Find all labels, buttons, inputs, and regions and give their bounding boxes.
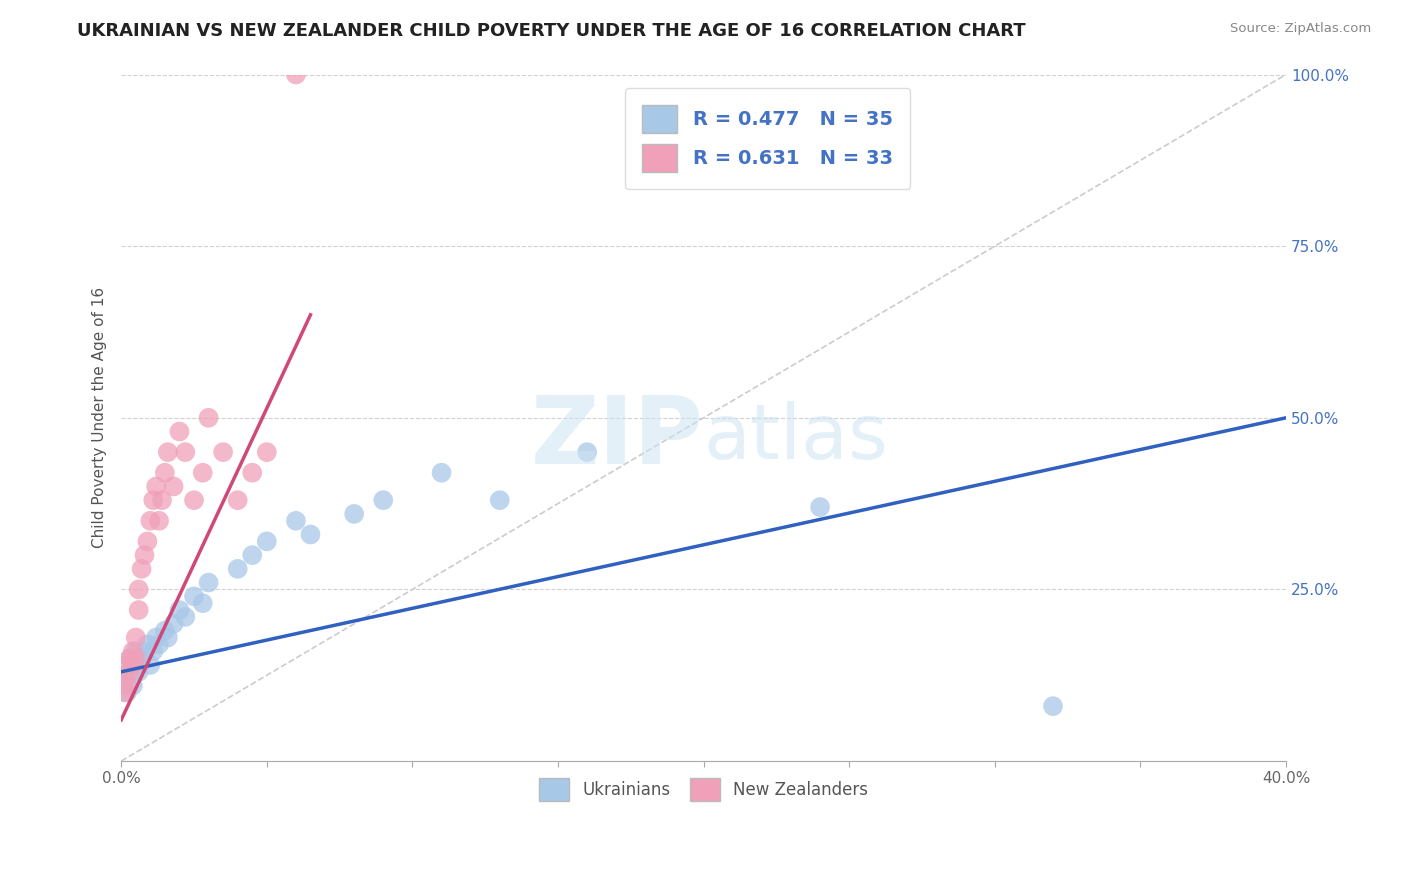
Point bbox=[343, 507, 366, 521]
Point bbox=[197, 575, 219, 590]
Point bbox=[115, 685, 138, 699]
Point bbox=[121, 679, 143, 693]
Point bbox=[169, 425, 191, 439]
Point bbox=[153, 624, 176, 638]
Point bbox=[118, 665, 141, 679]
Point bbox=[131, 651, 153, 665]
Point bbox=[118, 651, 141, 665]
Point bbox=[156, 445, 179, 459]
Point bbox=[162, 616, 184, 631]
Text: Source: ZipAtlas.com: Source: ZipAtlas.com bbox=[1230, 22, 1371, 36]
Point bbox=[256, 534, 278, 549]
Point bbox=[139, 514, 162, 528]
Point bbox=[1042, 699, 1064, 714]
Point bbox=[134, 548, 156, 562]
Point bbox=[191, 466, 214, 480]
Y-axis label: Child Poverty Under the Age of 16: Child Poverty Under the Age of 16 bbox=[93, 287, 107, 549]
Text: ZIP: ZIP bbox=[530, 392, 703, 484]
Point bbox=[136, 534, 159, 549]
Point bbox=[162, 479, 184, 493]
Point bbox=[134, 644, 156, 658]
Text: atlas: atlas bbox=[703, 401, 889, 475]
Point bbox=[128, 603, 150, 617]
Point bbox=[430, 466, 453, 480]
Point bbox=[808, 500, 831, 514]
Point bbox=[212, 445, 235, 459]
Point bbox=[150, 493, 173, 508]
Legend: Ukrainians, New Zealanders: Ukrainians, New Zealanders bbox=[526, 764, 882, 814]
Point bbox=[128, 665, 150, 679]
Point bbox=[226, 562, 249, 576]
Point bbox=[125, 631, 148, 645]
Point bbox=[118, 665, 141, 679]
Point bbox=[197, 410, 219, 425]
Point bbox=[153, 466, 176, 480]
Point bbox=[174, 445, 197, 459]
Point bbox=[139, 657, 162, 672]
Point bbox=[240, 466, 263, 480]
Point bbox=[299, 527, 322, 541]
Point bbox=[125, 651, 148, 665]
Point bbox=[183, 493, 205, 508]
Point bbox=[142, 644, 165, 658]
Point bbox=[284, 514, 307, 528]
Point bbox=[576, 445, 599, 459]
Point bbox=[125, 644, 148, 658]
Point bbox=[136, 637, 159, 651]
Point bbox=[256, 445, 278, 459]
Text: UKRAINIAN VS NEW ZEALANDER CHILD POVERTY UNDER THE AGE OF 16 CORRELATION CHART: UKRAINIAN VS NEW ZEALANDER CHILD POVERTY… bbox=[77, 22, 1026, 40]
Point bbox=[112, 672, 135, 686]
Point bbox=[183, 590, 205, 604]
Point bbox=[373, 493, 395, 508]
Point bbox=[156, 631, 179, 645]
Point bbox=[115, 657, 138, 672]
Point bbox=[169, 603, 191, 617]
Point bbox=[145, 479, 167, 493]
Point bbox=[148, 514, 170, 528]
Point bbox=[191, 596, 214, 610]
Point bbox=[112, 672, 135, 686]
Point bbox=[240, 548, 263, 562]
Point bbox=[118, 651, 141, 665]
Point bbox=[488, 493, 510, 508]
Point bbox=[226, 493, 249, 508]
Point bbox=[148, 637, 170, 651]
Point bbox=[174, 610, 197, 624]
Point bbox=[112, 685, 135, 699]
Point bbox=[142, 493, 165, 508]
Point bbox=[115, 679, 138, 693]
Point bbox=[121, 657, 143, 672]
Point bbox=[131, 562, 153, 576]
Point bbox=[284, 68, 307, 82]
Point bbox=[125, 657, 148, 672]
Point bbox=[128, 582, 150, 597]
Point bbox=[121, 644, 143, 658]
Point bbox=[145, 631, 167, 645]
